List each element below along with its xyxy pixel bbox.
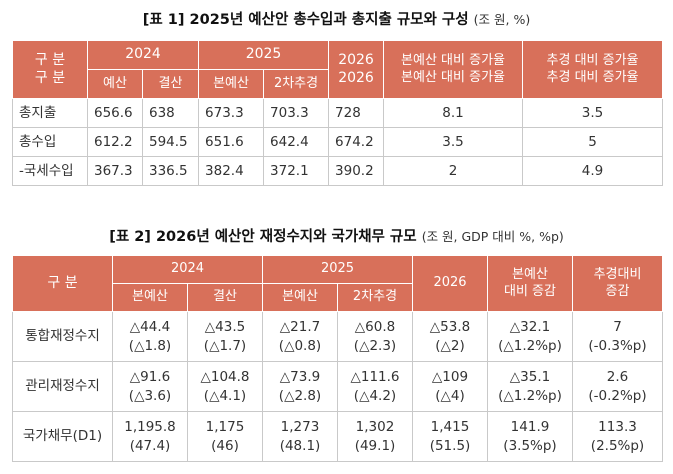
cell: 1,175 (46) [187, 411, 263, 462]
table-row: 관리재정수지 △91.6 (△3.6) △104.8 (△4.1) △73.9 (△2… [12, 361, 663, 412]
cell: 638 [141, 98, 200, 128]
table2-unit: (조 원, GDP 대비 %, %p) [421, 229, 564, 244]
cell: 336.5 [141, 156, 200, 186]
cell: 4.9 [522, 156, 664, 186]
cell: △60.8 (△2.3) [337, 311, 413, 362]
cell: 728 [328, 98, 385, 128]
cell: 1,415 (51.5) [412, 411, 488, 462]
table1-header-ratio-main: 본예산 대비 증가율 본예산 대비 증가율 [383, 40, 524, 99]
table2-sub-2025-budget: 본예산 [262, 283, 338, 312]
table1-sub-2025-supp: 2차추경 [263, 69, 330, 99]
cell: △32.1 (△1.2%p) [487, 311, 573, 362]
table-row: 국가채무(D1) 1,195.8 (47.4) 1,175 (46) 1,273 (4… [12, 411, 663, 462]
cell: △21.7 (△0.8) [262, 311, 338, 362]
table1-unit: (조 원, %) [473, 12, 531, 27]
cell: 612.2 [87, 127, 143, 157]
table1-sub-2024-budget: 예산 [87, 69, 143, 99]
cell: 674.2 [328, 127, 385, 157]
cell: 656.6 [87, 98, 143, 128]
cell: △73.9 (△2.8) [262, 361, 338, 412]
cell: 372.1 [263, 156, 330, 186]
table2-title-text: [표 2] 2026년 예산안 재정수지와 국가채무 규모 [109, 229, 417, 245]
row-label: 국가채무(D1) [12, 411, 113, 462]
table2-title: [표 2] 2026년 예산안 재정수지와 국가채무 규모 (조 원, GDP … [0, 225, 673, 246]
row-label: 통합재정수지 [12, 311, 113, 362]
cell: 8.1 [383, 98, 524, 128]
row-label: 총지출 [12, 98, 88, 128]
table1-title-text: [표 1] 2025년 예산안 총수입과 총지출 규모와 구성 [142, 12, 469, 28]
cell: △111.6 (△4.2) [337, 361, 413, 412]
cell: 390.2 [328, 156, 385, 186]
cell: 642.4 [263, 127, 330, 157]
table-row: 통합재정수지 △44.4 (△1.8) △43.5 (△1.7) △21.7 (△0.… [12, 311, 663, 362]
table-row: 총수입 612.2 594.5 651.6 642.4 674.2 3.5 5 [12, 127, 664, 157]
table1-header-2024: 2024 [86, 40, 200, 70]
cell: 3.5 [383, 127, 524, 157]
table-row: 총지출 656.6 638 673.3 703.3 728 8.1 3.5 [12, 98, 664, 128]
row-label: -국세수입 [12, 156, 88, 186]
table2-header-category: 구 분 [12, 255, 113, 312]
cell: △44.4 (△1.8) [112, 311, 188, 362]
cell: △35.1 (△1.2%p) [487, 361, 573, 412]
cell: 1,273 (48.1) [262, 411, 338, 462]
cell: 141.9 (3.5%p) [487, 411, 573, 462]
cell: 594.5 [141, 127, 200, 157]
cell: 2.6 (-0.2%p) [572, 361, 663, 412]
table2-header-row-2: 본예산 결산 본예산 2차추경 [13, 283, 663, 312]
table2-header-2024: 2024 [112, 255, 263, 284]
table2-sub-2024-budget: 본예산 [112, 283, 188, 312]
cell: 367.3 [87, 156, 143, 186]
cell: △104.8 (△4.1) [187, 361, 263, 412]
table1: 구 분 구 분 2024 2025 2026 2026 본예산 대비 증가율 본… [12, 40, 664, 186]
cell: 113.3 (2.5%p) [572, 411, 663, 462]
cell: △109 (△4) [412, 361, 488, 412]
cell: 2 [383, 156, 524, 186]
table1-header-row-2: 예산 결산 본예산 2차추경 [13, 69, 663, 99]
row-label: 관리재정수지 [12, 361, 113, 412]
table-row: -국세수입 367.3 336.5 382.4 372.1 390.2 2 4.… [12, 156, 664, 186]
table1-header-2025: 2025 [198, 40, 330, 70]
row-label: 총수입 [12, 127, 88, 157]
cell: 673.3 [198, 98, 265, 128]
table1-title: [표 1] 2025년 예산안 총수입과 총지출 규모와 구성 (조 원, %) [0, 8, 673, 29]
table1-header-row-1: 구 분 구 분 2024 2025 2026 2026 본예산 대비 증가율 본… [12, 40, 664, 99]
cell: 703.3 [263, 98, 330, 128]
table2-sub-2025-supp: 2차추경 [337, 283, 413, 312]
table2-header-2025: 2025 [262, 255, 413, 284]
cell: 5 [522, 127, 664, 157]
table2-sub-2024-settled: 결산 [187, 283, 263, 312]
table2-header-diff-main: 본예산 대비 증감 [487, 255, 573, 312]
table1-sub-2025-budget: 본예산 [198, 69, 265, 99]
cell: 382.4 [198, 156, 265, 186]
cell: △43.5 (△1.7) [187, 311, 263, 362]
cell: 1,302 (49.1) [337, 411, 413, 462]
table1-header-ratio-supp: 추경 대비 증가율 추경 대비 증가율 [522, 40, 664, 99]
cell: 651.6 [198, 127, 265, 157]
table2-header-diff-supp: 추경대비 증감 [572, 255, 663, 312]
cell: 7 (-0.3%p) [572, 311, 663, 362]
cell: △91.6 (△3.6) [112, 361, 188, 412]
table1-header-2026: 2026 2026 [328, 40, 385, 99]
cell: 3.5 [522, 98, 664, 128]
cell: 1,195.8 (47.4) [112, 411, 188, 462]
table2-header-2026: 2026 [412, 255, 488, 312]
table1-sub-2024-settled: 결산 [141, 69, 200, 99]
table1-header-category: 구 분 구 분 [12, 40, 88, 99]
table2-header-row-1: 구 분 2024 2025 2026 본예산 대비 증감 추경대비 증감 [12, 255, 663, 312]
cell: △53.8 (△2) [412, 311, 488, 362]
table2: 구 분 2024 2025 2026 본예산 대비 증감 추경대비 증감 본예산… [12, 255, 663, 462]
